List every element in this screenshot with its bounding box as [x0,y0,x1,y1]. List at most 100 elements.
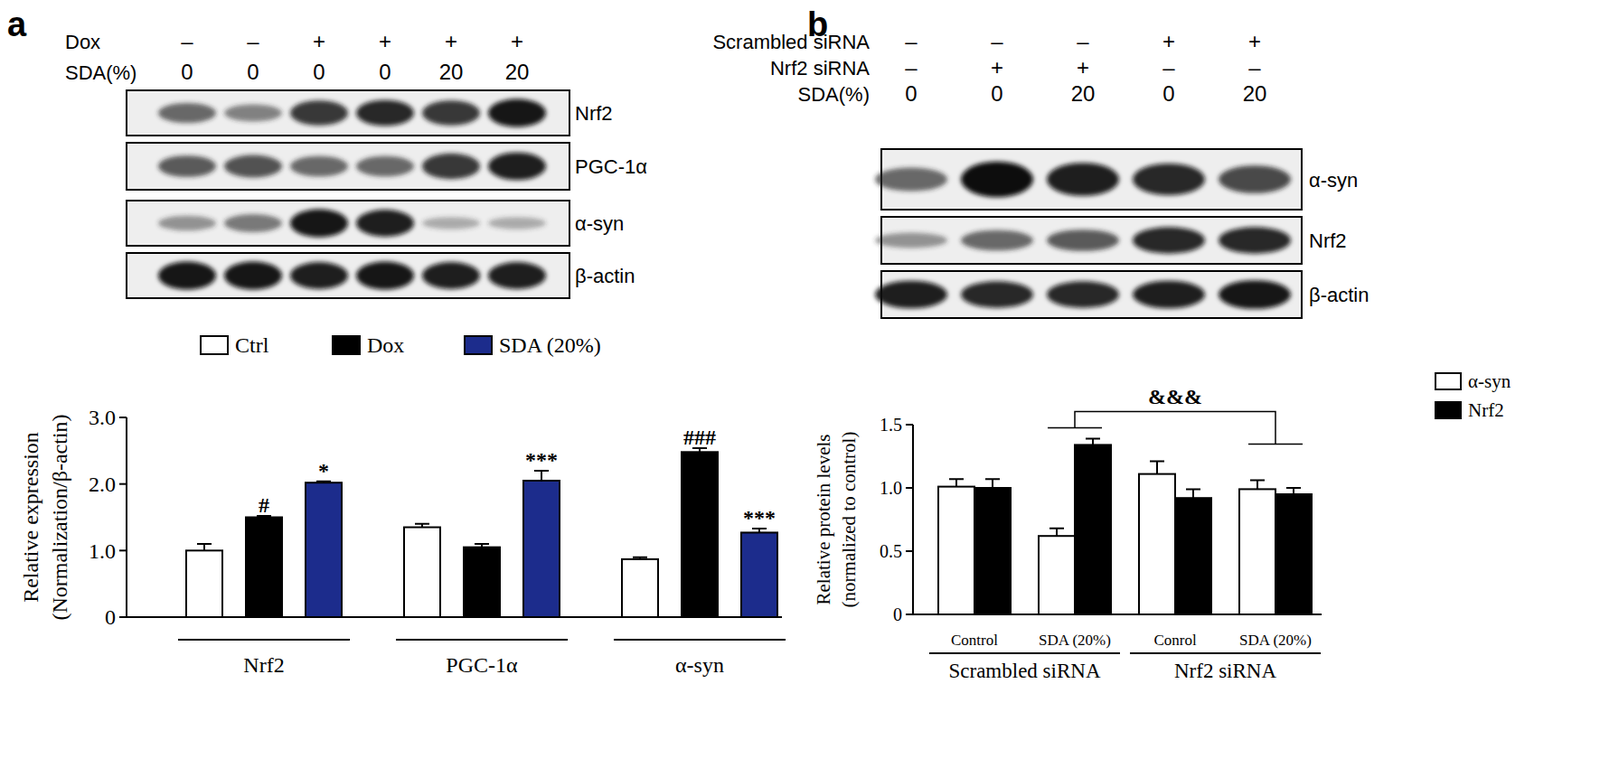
condition-label: Nrf2 siRNA [770,56,870,80]
blot-strip [126,142,570,190]
category-underline [395,639,568,641]
bar [621,559,659,618]
blot-band [290,262,349,290]
y-tick-label: 3.0 [88,405,116,430]
bar [186,550,223,618]
significance-mark: ### [683,425,716,450]
blot-label: PGC-1α [574,155,648,179]
condition-value: – [1248,55,1262,80]
bar [1275,494,1312,615]
condition-value: 20 [1242,81,1268,106]
blot-band [224,155,283,179]
condition-value: + [312,28,326,54]
condition-value: 0 [180,59,193,85]
bar [1138,474,1176,615]
error-bar [534,470,549,481]
condition-value: + [510,28,524,54]
bar [523,480,560,618]
significance-mark: * [318,459,330,483]
blot-band [488,216,546,229]
condition-value: 0 [246,59,259,85]
legend-swatch [1435,373,1461,390]
error-bar [197,544,212,551]
y-tick [119,416,127,419]
blot-label: α-syn [1308,169,1358,192]
blot-label: Nrf2 [1308,229,1347,253]
bar [245,517,283,619]
blot-band [875,233,948,249]
y-tick [905,487,913,490]
annotation: &&& [1148,385,1203,409]
blot-band [422,100,480,126]
y-tick [119,616,127,619]
error-bar [1085,438,1101,445]
blot-band [488,262,546,290]
blot-strip [126,90,570,136]
bars [938,438,1312,615]
blot-label: α-syn [574,212,624,236]
blot-band [356,156,415,178]
group-underline [1129,652,1321,655]
condition-value: – [904,28,918,54]
x-tick-label: Nrf2 [243,653,284,678]
bar-chart: 00.51.01.5Relative protein levels(normal… [812,370,1512,683]
legend-label: α-syn [1468,370,1512,393]
blot-band [1218,165,1291,194]
legend-label: Ctrl [235,333,270,358]
blot-band [875,281,948,310]
condition-value: 0 [904,81,917,106]
y-tick-label: 0 [104,605,116,630]
condition-value: + [1162,28,1176,54]
error-bar [414,524,430,528]
significance-mark: # [258,493,270,518]
group-underline [929,652,1120,655]
error-bar [632,557,648,560]
legend-swatch [332,336,360,355]
error-bar [1250,480,1265,490]
significance-mark: *** [525,448,558,472]
error-bar [949,479,964,487]
blot-band [488,99,546,128]
condition-value: 0 [378,59,391,85]
blot-band [1046,162,1120,197]
blot-band [1218,226,1291,254]
error-bar [985,479,1000,489]
bar [938,487,975,615]
condition-value: + [1248,28,1262,54]
condition-label: Scrambled siRNA [712,30,870,54]
condition-label: SDA(%) [65,61,137,85]
legend: α-syn Nrf2 [1435,370,1512,422]
error-bar [1286,488,1301,495]
x-tick-label: SDA (20%) [1038,631,1111,650]
legend-label: Nrf2 [1468,399,1505,422]
bar [1175,498,1212,615]
blot-label: β-actin [574,264,635,288]
y-tick [119,549,127,552]
y-axis-label: Relative expression [18,432,43,603]
category-underline [178,639,350,641]
blot-strip [126,200,570,246]
bar [681,451,718,618]
blot-band [158,155,217,178]
y-tick-label: 1.0 [88,539,116,564]
y-axis [125,417,128,618]
blot-band [960,281,1034,308]
bar-annotations: ####******* [258,425,776,530]
y-tick-label: 0.5 [879,541,903,562]
legend-swatch [200,336,228,355]
bar [1038,536,1075,615]
blot-band [356,209,415,237]
blot-band [290,100,349,126]
x-tick-label: α-syn [675,653,725,678]
blot-panel: Scrambled siRNA–––++Nrf2 siRNA–++––SDA(%… [712,28,1369,319]
blot-band [1132,226,1205,254]
blot-panel: Dox––++++SDA(%)00002020Nrf2PGC-1αα-synβ-… [65,28,648,299]
condition-value: 0 [1162,81,1175,106]
y-axis-label: Relative protein levels [812,434,835,606]
blot-label: β-actin [1308,283,1369,307]
blot-band [224,262,283,291]
condition-value: 20 [505,59,530,85]
blot-band [422,216,480,229]
error-bar [1185,489,1201,499]
y-axis [912,424,914,615]
